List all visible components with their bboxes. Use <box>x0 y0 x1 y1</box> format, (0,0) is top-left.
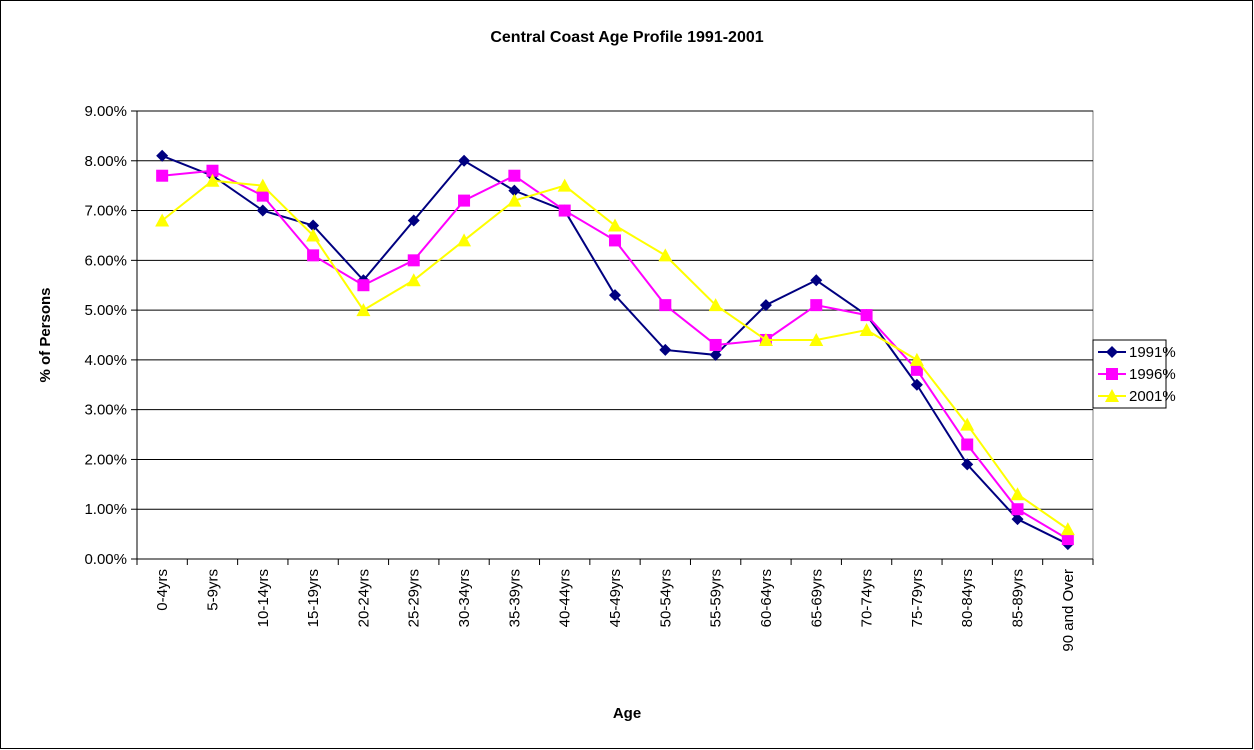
marker-square <box>1011 503 1024 516</box>
marker-square <box>910 363 923 376</box>
marker-triangle <box>557 178 572 192</box>
x-axis-label: Age <box>613 705 641 722</box>
marker-square <box>508 169 521 182</box>
y-tick-label: 1.00% <box>84 501 127 518</box>
marker-square <box>709 338 722 351</box>
marker-diamond <box>1011 513 1024 526</box>
x-tick-label: 35-39yrs <box>506 569 523 627</box>
marker-triangle <box>1010 487 1025 501</box>
x-tick-label: 85-89yrs <box>1010 569 1027 627</box>
x-tick-label: 75-79yrs <box>909 569 926 627</box>
y-tick-label: 2.00% <box>84 451 127 468</box>
marker-diamond <box>910 378 923 391</box>
marker-triangle <box>255 178 270 192</box>
y-tick-label: 4.00% <box>84 352 127 369</box>
marker-square <box>1061 533 1074 546</box>
marker-square <box>659 299 672 312</box>
marker-square <box>407 254 420 267</box>
x-tick-label: 45-49yrs <box>607 569 624 627</box>
marker-diamond <box>508 184 521 197</box>
y-tick-label: 0.00% <box>84 551 127 568</box>
marker-triangle <box>1060 522 1075 536</box>
legend-label: 1996% <box>1129 366 1176 383</box>
x-tick-label: 50-54yrs <box>657 569 674 627</box>
marker-triangle <box>708 298 723 312</box>
marker-diamond <box>709 348 722 361</box>
marker-square <box>961 438 974 451</box>
marker-square <box>156 169 169 182</box>
marker-diamond <box>458 154 471 167</box>
y-tick-label: 8.00% <box>84 153 127 170</box>
marker-triangle <box>457 233 472 247</box>
marker-square <box>256 189 269 202</box>
marker-triangle <box>155 213 170 227</box>
marker-square <box>307 249 320 262</box>
chart-title: Central Coast Age Profile 1991-2001 <box>490 29 763 46</box>
marker-square <box>1106 368 1118 380</box>
marker-triangle <box>306 228 321 242</box>
marker-diamond <box>256 204 269 217</box>
marker-triangle <box>507 193 522 207</box>
marker-diamond <box>659 343 672 356</box>
y-tick-label: 3.00% <box>84 402 127 419</box>
marker-diamond <box>961 458 974 471</box>
marker-square <box>458 194 471 207</box>
plot-area <box>136 110 1094 560</box>
y-tick-label: 5.00% <box>84 302 127 319</box>
x-tick-label: 55-59yrs <box>708 569 725 627</box>
x-tick-label: 25-29yrs <box>406 569 423 627</box>
legend-label: 2001% <box>1129 388 1176 405</box>
marker-triangle <box>758 332 773 346</box>
marker-diamond <box>609 289 621 302</box>
marker-square <box>810 299 823 312</box>
marker-triangle <box>859 323 874 337</box>
marker-triangle <box>1105 389 1119 402</box>
x-tick-label: 40-44yrs <box>557 569 574 627</box>
marker-diamond <box>156 149 169 162</box>
x-tick-label: 0-4yrs <box>154 569 171 611</box>
marker-triangle <box>960 417 975 431</box>
marker-diamond <box>407 214 420 227</box>
y-tick-label: 7.00% <box>84 203 127 220</box>
marker-square <box>860 309 873 322</box>
y-axis-label: % of Persons <box>37 287 54 382</box>
x-tick-label: 80-84yrs <box>959 569 976 627</box>
marker-square <box>558 204 571 217</box>
x-tick-label: 60-64yrs <box>758 569 775 627</box>
marker-square <box>609 234 621 247</box>
marker-diamond <box>759 299 772 312</box>
y-tick-label: 9.00% <box>84 103 127 120</box>
x-tick-label: 30-34yrs <box>456 569 473 627</box>
x-tick-label: 70-74yrs <box>859 569 876 627</box>
marker-diamond <box>307 219 320 232</box>
x-tick-label: 20-24yrs <box>355 569 372 627</box>
marker-triangle <box>406 273 421 287</box>
marker-triangle <box>608 218 622 232</box>
marker-diamond <box>810 274 823 287</box>
y-tick-label: 6.00% <box>84 252 127 269</box>
x-tick-label: 65-69yrs <box>808 569 825 627</box>
marker-triangle <box>205 173 220 187</box>
marker-triangle <box>909 352 924 366</box>
marker-triangle <box>658 248 673 262</box>
x-tick-label: 90 and Over <box>1060 569 1077 652</box>
marker-diamond <box>1106 346 1118 358</box>
marker-triangle <box>809 332 824 346</box>
x-tick-label: 15-19yrs <box>305 569 322 627</box>
marker-square <box>206 164 219 177</box>
x-tick-label: 10-14yrs <box>255 569 272 627</box>
legend-label: 1991% <box>1129 344 1176 361</box>
marker-triangle <box>356 303 371 317</box>
marker-square <box>357 279 370 292</box>
x-tick-label: 5-9yrs <box>204 569 221 611</box>
